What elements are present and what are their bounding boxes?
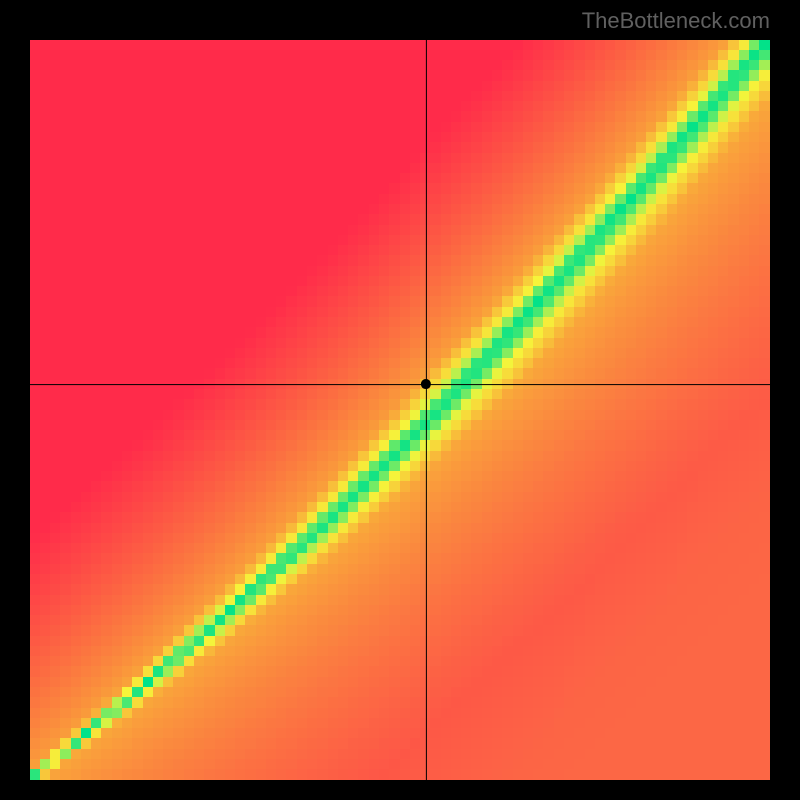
heatmap-plot [30,40,770,780]
watermark-text: TheBottleneck.com [582,8,770,34]
heatmap-canvas [30,40,770,780]
chart-container: TheBottleneck.com [0,0,800,800]
